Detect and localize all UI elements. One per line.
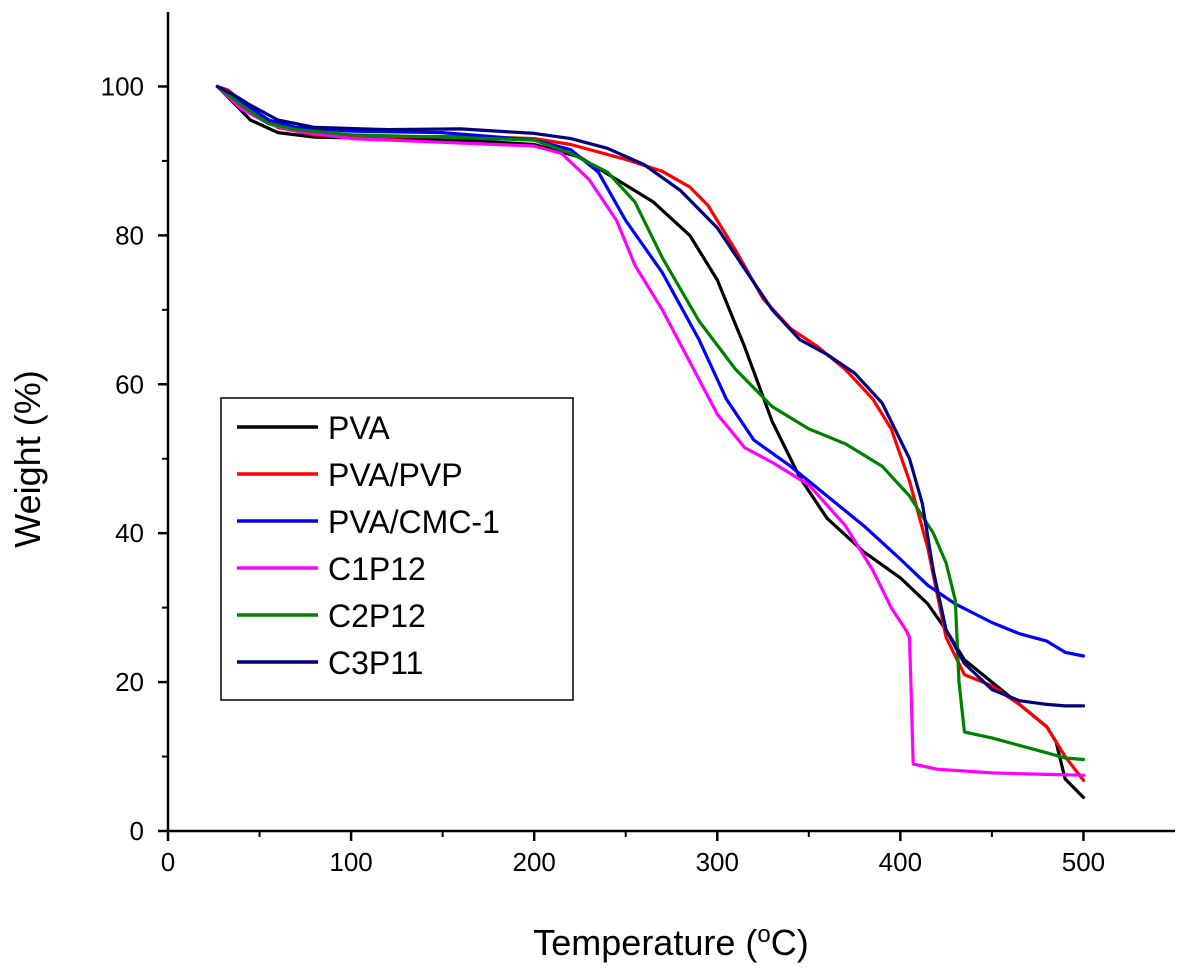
series-line-pva-cmc-1 (215, 84, 1086, 658)
legend-label: C1P12 (328, 551, 426, 587)
legend: PVA PVA/PVP PVA/CMC-1 C1P12 C2P12 C3P11 (220, 397, 574, 701)
y-axis-title: Weight (%) (7, 370, 48, 547)
series-line-c1p12 (215, 84, 1086, 777)
axes-group (166, 12, 1175, 833)
x-axis-title: Temperature (oC) (533, 921, 808, 964)
y-tick-label: 60 (115, 369, 144, 399)
x-tick-label: 500 (1062, 847, 1105, 877)
x-tick-label: 300 (696, 847, 739, 877)
y-tick-label: 80 (115, 220, 144, 250)
legend-label: PVA (328, 410, 390, 446)
y-tick-label: 100 (101, 71, 144, 101)
series-line-c3p11 (215, 84, 1086, 708)
y-tick-label: 40 (115, 518, 144, 548)
x-tick-label: 200 (512, 847, 555, 877)
series-group (215, 84, 1086, 800)
series-line-c2p12 (215, 84, 1086, 762)
ticks-group: 0 100 200 300 400 500 0 20 40 60 80 100 (101, 71, 1106, 877)
y-tick-label: 0 (130, 816, 144, 846)
legend-box (220, 397, 574, 701)
x-tick-label: 100 (329, 847, 372, 877)
x-tick-label: 400 (879, 847, 922, 877)
legend-label: PVA/CMC-1 (328, 504, 500, 540)
y-tick-label: 20 (115, 667, 144, 697)
x-tick-label: 0 (161, 847, 175, 877)
legend-label: C2P12 (328, 598, 426, 634)
legend-label: PVA/PVP (328, 457, 463, 493)
legend-label: C3P11 (328, 645, 423, 681)
